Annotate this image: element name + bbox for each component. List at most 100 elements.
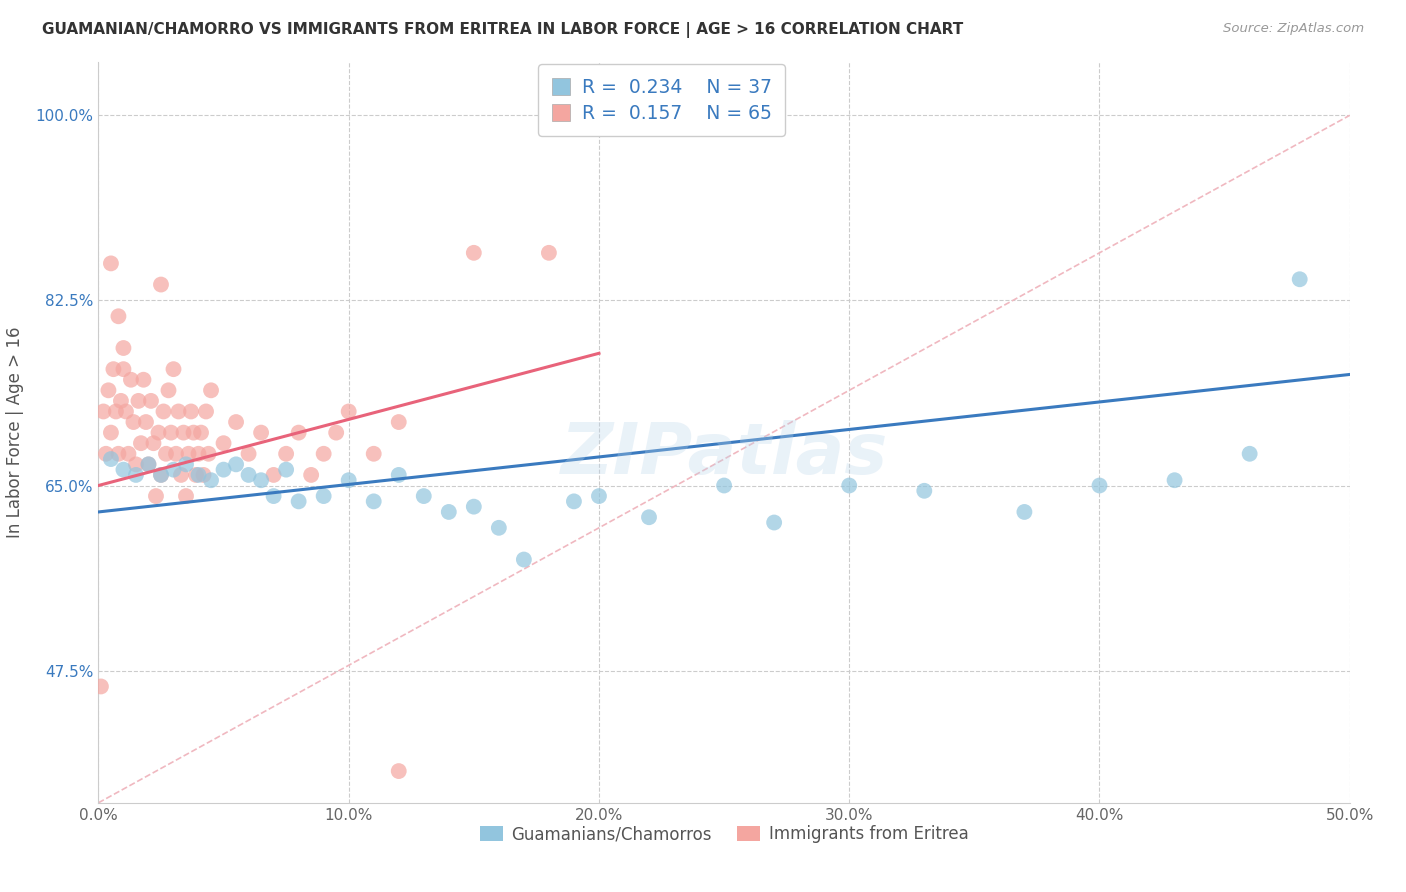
Point <box>150 277 173 292</box>
Point <box>325 425 347 440</box>
Point <box>162 362 184 376</box>
Point <box>125 467 148 482</box>
Point <box>195 404 218 418</box>
Point <box>145 489 167 503</box>
Point <box>263 489 285 503</box>
Point <box>112 341 135 355</box>
Point <box>363 447 385 461</box>
Point <box>150 467 173 482</box>
Point <box>197 447 219 461</box>
Point <box>184 467 207 482</box>
Point <box>155 447 177 461</box>
Point <box>562 494 585 508</box>
Point <box>337 404 360 418</box>
Point <box>212 462 235 476</box>
Point <box>104 404 127 418</box>
Point <box>388 764 411 778</box>
Point <box>337 473 360 487</box>
Point <box>513 552 536 566</box>
Point <box>174 489 197 503</box>
Point <box>588 489 610 503</box>
Point <box>238 447 260 461</box>
Point <box>187 447 209 461</box>
Point <box>638 510 661 524</box>
Point <box>299 467 322 482</box>
Point <box>537 245 560 260</box>
Point <box>135 415 157 429</box>
Point <box>107 310 129 324</box>
Point <box>112 462 135 476</box>
Point <box>122 415 145 429</box>
Point <box>107 447 129 461</box>
Point <box>94 447 117 461</box>
Point <box>152 404 174 418</box>
Point <box>763 516 786 530</box>
Point <box>160 425 183 440</box>
Point <box>838 478 860 492</box>
Point <box>463 245 485 260</box>
Point <box>200 473 222 487</box>
Point <box>250 473 273 487</box>
Point <box>93 404 115 418</box>
Point <box>250 425 273 440</box>
Point <box>463 500 485 514</box>
Point <box>115 404 138 418</box>
Point <box>1163 473 1185 487</box>
Point <box>488 521 510 535</box>
Point <box>162 462 184 476</box>
Point <box>174 458 197 472</box>
Point <box>287 425 309 440</box>
Point <box>100 425 122 440</box>
Point <box>132 373 155 387</box>
Point <box>912 483 935 498</box>
Point <box>180 404 202 418</box>
Point <box>274 462 298 476</box>
Y-axis label: In Labor Force | Age > 16: In Labor Force | Age > 16 <box>7 326 24 539</box>
Point <box>212 436 235 450</box>
Point <box>150 467 173 482</box>
Text: ZIPatlas: ZIPatlas <box>561 420 887 490</box>
Point <box>238 467 260 482</box>
Point <box>193 467 215 482</box>
Point <box>363 494 385 508</box>
Point <box>142 436 165 450</box>
Point <box>139 393 162 408</box>
Point <box>1088 478 1111 492</box>
Point <box>312 489 335 503</box>
Point <box>177 447 200 461</box>
Point <box>388 467 411 482</box>
Point <box>110 393 132 408</box>
Point <box>187 467 209 482</box>
Point <box>412 489 434 503</box>
Point <box>120 373 142 387</box>
Point <box>287 494 309 508</box>
Point <box>148 425 170 440</box>
Text: GUAMANIAN/CHAMORRO VS IMMIGRANTS FROM ERITREA IN LABOR FORCE | AGE > 16 CORRELAT: GUAMANIAN/CHAMORRO VS IMMIGRANTS FROM ER… <box>42 22 963 38</box>
Point <box>100 452 122 467</box>
Text: Source: ZipAtlas.com: Source: ZipAtlas.com <box>1223 22 1364 36</box>
Point <box>437 505 460 519</box>
Point <box>167 404 190 418</box>
Point <box>170 467 193 482</box>
Point <box>312 447 335 461</box>
Legend: Guamanians/Chamorros, Immigrants from Eritrea: Guamanians/Chamorros, Immigrants from Er… <box>474 819 974 850</box>
Point <box>138 458 160 472</box>
Point <box>127 393 149 408</box>
Point <box>165 447 187 461</box>
Point <box>190 425 212 440</box>
Point <box>1014 505 1036 519</box>
Point <box>117 447 139 461</box>
Point <box>1288 272 1310 286</box>
Point <box>183 425 205 440</box>
Point <box>713 478 735 492</box>
Point <box>129 436 152 450</box>
Point <box>200 384 222 398</box>
Point <box>173 425 195 440</box>
Point <box>125 458 148 472</box>
Point <box>112 362 135 376</box>
Point <box>103 362 125 376</box>
Point <box>90 680 112 694</box>
Point <box>1239 447 1261 461</box>
Point <box>388 415 411 429</box>
Point <box>274 447 298 461</box>
